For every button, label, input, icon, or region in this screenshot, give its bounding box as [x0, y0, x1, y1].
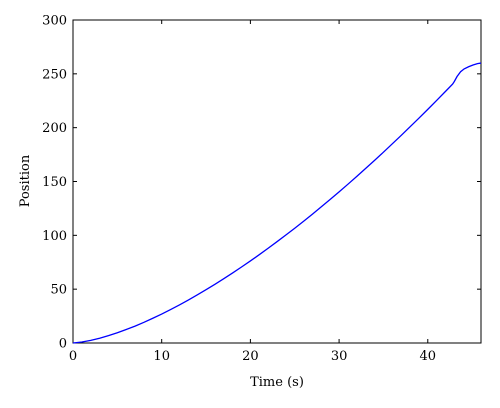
y-tick-label-4: 200: [42, 121, 67, 136]
y-tick-label-5: 250: [42, 67, 67, 82]
x-axis-label: Time (s): [250, 375, 304, 390]
y-tick-label-3: 150: [42, 175, 67, 190]
x-tick-label-1: 10: [153, 349, 170, 364]
tick-labels: 0 10 20 30 40 0 50 100 150 200 250 300: [42, 14, 436, 365]
y-axis-label: Position: [18, 154, 33, 207]
series-line: [72, 62, 482, 344]
plot-frame: [72, 19, 482, 344]
x-tick-label-3: 30: [331, 349, 348, 364]
x-tick-label-2: 20: [242, 349, 259, 364]
y-tick-label-6: 300: [42, 14, 67, 29]
y-tick-label-2: 100: [42, 229, 67, 244]
x-tick-label-0: 0: [69, 349, 77, 364]
y-tick-label-1: 50: [50, 283, 67, 298]
x-tick-label-4: 40: [420, 349, 437, 364]
y-tick-label-0: 0: [59, 337, 67, 352]
